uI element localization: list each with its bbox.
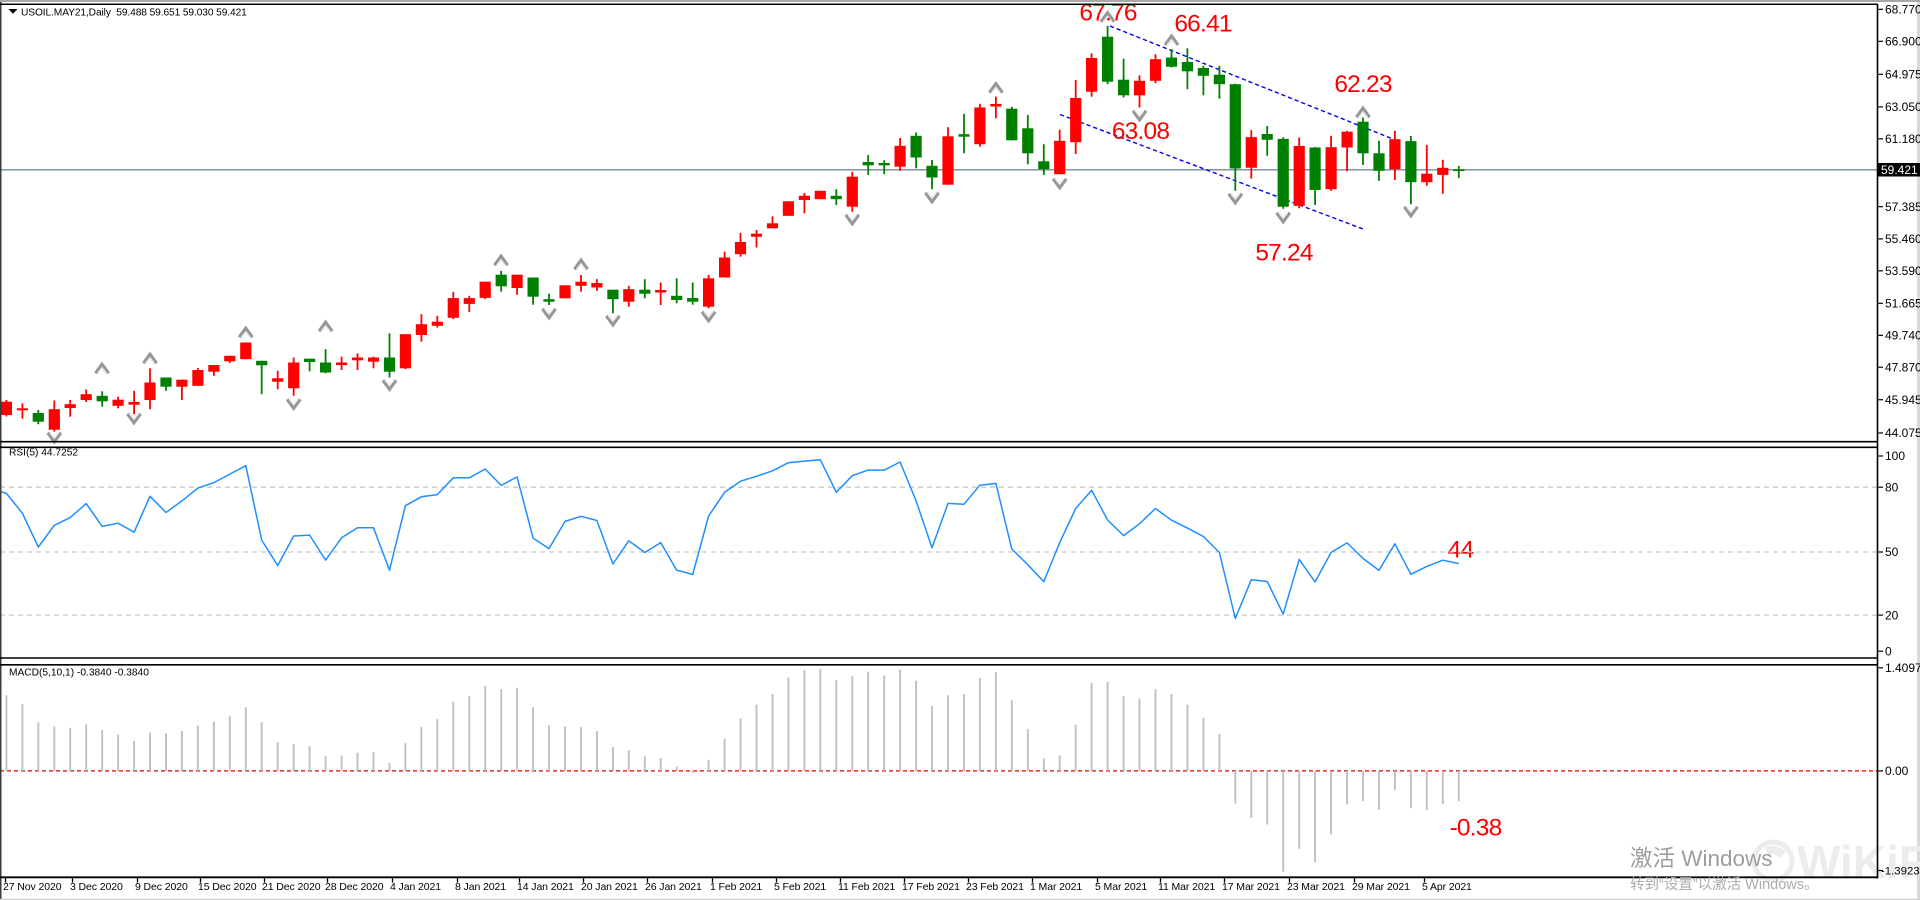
svg-text:20 Jan 2021: 20 Jan 2021	[581, 881, 638, 893]
svg-text:1 Feb 2021: 1 Feb 2021	[710, 881, 762, 893]
svg-text:15 Dec 2020: 15 Dec 2020	[198, 881, 257, 893]
svg-text:63.050: 63.050	[1885, 100, 1920, 114]
svg-text:5 Apr 2021: 5 Apr 2021	[1422, 881, 1472, 893]
svg-text:50: 50	[1885, 545, 1899, 559]
svg-text:80: 80	[1885, 480, 1899, 494]
svg-text:11 Feb 2021: 11 Feb 2021	[838, 881, 895, 893]
svg-text:-1.3923: -1.3923	[1881, 866, 1920, 878]
svg-text:23 Mar 2021: 23 Mar 2021	[1287, 881, 1345, 893]
svg-text:20: 20	[1885, 608, 1899, 622]
svg-text:4 Jan 2021: 4 Jan 2021	[390, 881, 441, 893]
svg-text:28 Dec 2020: 28 Dec 2020	[325, 881, 384, 893]
svg-text:64.975: 64.975	[1885, 68, 1920, 82]
svg-text:8 Jan 2021: 8 Jan 2021	[455, 881, 506, 893]
svg-text:11 Mar 2021: 11 Mar 2021	[1158, 881, 1215, 893]
svg-text:1 Mar 2021: 1 Mar 2021	[1030, 881, 1082, 893]
svg-text:26 Jan 2021: 26 Jan 2021	[645, 881, 702, 893]
svg-text:57.385: 57.385	[1885, 200, 1920, 214]
svg-text:49.740: 49.740	[1885, 329, 1920, 343]
svg-text:63.08: 63.08	[1112, 118, 1169, 145]
svg-text:61.180: 61.180	[1885, 132, 1920, 146]
svg-text:17 Feb 2021: 17 Feb 2021	[902, 881, 960, 893]
svg-text:1.4097: 1.4097	[1885, 661, 1920, 675]
svg-text:51.665: 51.665	[1885, 297, 1920, 311]
svg-text:0: 0	[1885, 644, 1892, 658]
svg-text:9 Dec 2020: 9 Dec 2020	[135, 881, 188, 893]
svg-text:68.770: 68.770	[1885, 3, 1920, 17]
svg-text:27 Nov 2020: 27 Nov 2020	[3, 881, 62, 893]
svg-text:100: 100	[1885, 449, 1905, 463]
svg-text:53.590: 53.590	[1885, 264, 1920, 278]
svg-text:激活 Windows: 激活 Windows	[1630, 846, 1773, 871]
svg-text:0.00: 0.00	[1885, 764, 1909, 778]
svg-text:23 Feb 2021: 23 Feb 2021	[966, 881, 1024, 893]
svg-text:MACD(5,10,1) -0.3840 -0.3840: MACD(5,10,1) -0.3840 -0.3840	[9, 668, 149, 679]
svg-text:21 Dec 2020: 21 Dec 2020	[262, 881, 321, 893]
svg-text:66.41: 66.41	[1174, 11, 1231, 38]
svg-text:59.421: 59.421	[1881, 163, 1918, 177]
svg-text:USOIL.MAY21,Daily 59.488 59.6: USOIL.MAY21,Daily 59.488 59.651 59.030 5…	[21, 8, 247, 19]
svg-text:转到“设置”以激活 Windows。: 转到“设置”以激活 Windows。	[1630, 876, 1819, 893]
svg-text:WiKiFX: WiKiFX	[1797, 836, 1920, 888]
svg-text:47.870: 47.870	[1885, 360, 1920, 374]
svg-text:45.945: 45.945	[1885, 393, 1920, 407]
svg-text:3 Dec 2020: 3 Dec 2020	[70, 881, 123, 893]
svg-text:-0.38: -0.38	[1450, 815, 1502, 842]
svg-text:57.24: 57.24	[1255, 240, 1312, 267]
svg-text:44: 44	[1448, 537, 1474, 564]
svg-text:14 Jan 2021: 14 Jan 2021	[517, 881, 574, 893]
svg-text:29 Mar 2021: 29 Mar 2021	[1352, 881, 1410, 893]
svg-text:5 Feb 2021: 5 Feb 2021	[774, 881, 826, 893]
svg-text:RSI(5) 44.7252: RSI(5) 44.7252	[9, 448, 78, 459]
svg-text:66.900: 66.900	[1885, 35, 1920, 49]
svg-text:17 Mar 2021: 17 Mar 2021	[1222, 881, 1280, 893]
svg-text:62.23: 62.23	[1334, 71, 1391, 98]
svg-text:55.460: 55.460	[1885, 232, 1920, 246]
svg-text:44.075: 44.075	[1885, 426, 1920, 440]
svg-text:5 Mar 2021: 5 Mar 2021	[1095, 881, 1147, 893]
